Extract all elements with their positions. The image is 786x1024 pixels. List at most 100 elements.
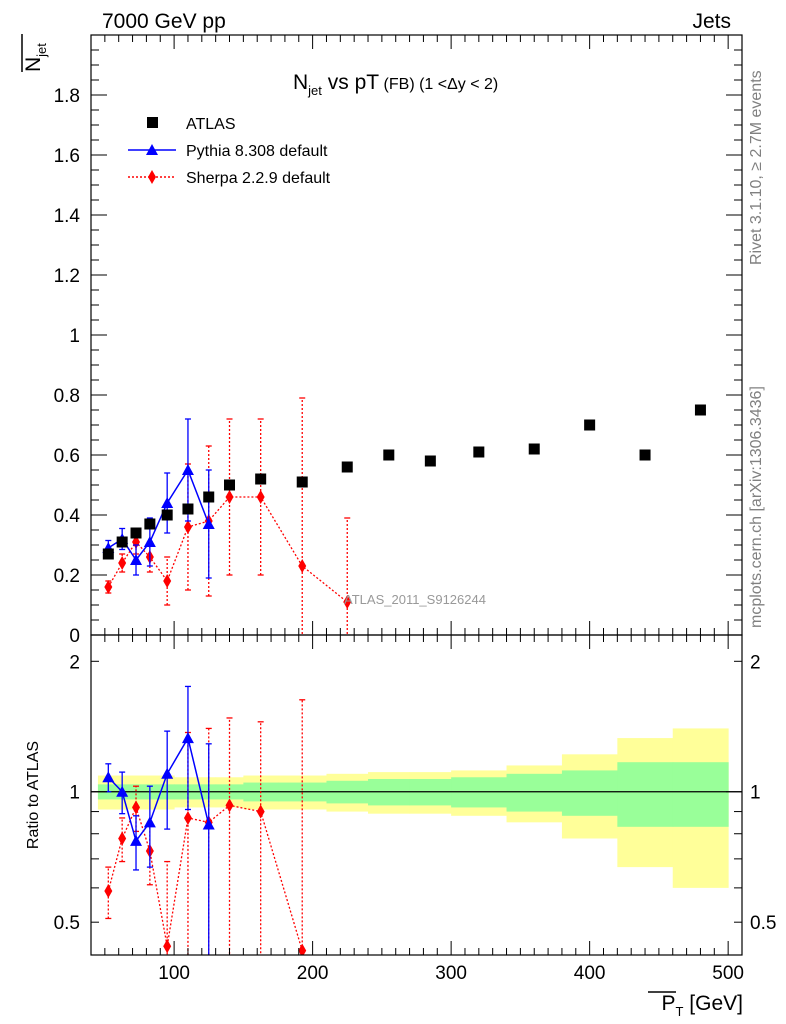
main-y-tick-label: 0.4: [54, 506, 81, 527]
pythia-ratio-point: [102, 771, 115, 783]
sherpa-ratio-point: [104, 884, 113, 899]
atlas-point: [341, 461, 353, 473]
x-axis-label: PT [GeV]: [648, 991, 744, 1019]
main-y-tick-label: 1.2: [54, 266, 80, 287]
main-y-tick-label: 0.2: [54, 566, 80, 587]
sherpa-point: [118, 556, 127, 570]
ratio-y-tick-label-right: 2: [750, 652, 761, 673]
title-rapidity-bin: (FB) (1 <Δy < 2): [379, 76, 498, 93]
ylabel-jet-subscript: jet: [34, 43, 49, 58]
atlas-point: [161, 509, 173, 521]
ratio-y-tick-label-left: 2: [69, 652, 80, 673]
main-y-tick-label: 0: [69, 626, 80, 647]
x-tick-label: 500: [712, 963, 744, 984]
sherpa-point: [163, 574, 172, 588]
atlas-point: [203, 491, 215, 503]
sherpa-point: [104, 580, 113, 594]
sherpa-point: [183, 520, 192, 534]
main-y-tick-label: 1.4: [54, 206, 81, 227]
atlas-point: [116, 536, 128, 548]
analysis-watermark: ATLAS_2011_S9126244: [344, 592, 486, 607]
legend-marker-sherpa: [148, 170, 156, 184]
x-tick-label: 300: [435, 963, 467, 984]
main-y-tick-label: 1.6: [54, 146, 80, 167]
sherpa-ratio-point: [118, 831, 127, 846]
stat-uncertainty-band: [672, 762, 729, 827]
stat-uncertainty-band: [506, 773, 563, 812]
ratio-y-tick-label-right: 1: [750, 783, 761, 804]
pythia-ratio-point: [161, 767, 174, 779]
legend-label-atlas: ATLAS: [186, 116, 236, 133]
ylabel-n: N: [22, 57, 45, 72]
xlabel-t-subscript: T: [676, 1004, 684, 1019]
atlas-point: [424, 455, 436, 467]
sherpa-point: [298, 559, 307, 573]
main-y-tick-label: 1.8: [54, 86, 80, 107]
x-tick-label: 400: [574, 963, 606, 984]
atlas-point: [584, 419, 596, 431]
main-panel: 0 0.2 0.4 0.6 0.8 1 1.2 1.4 1.6 1.8 Njet vs pT (F…: [21, 34, 743, 647]
pythia-point: [202, 518, 215, 529]
pythia-ratio-point: [181, 732, 194, 744]
main-plot-title: Njet vs pT (FB) (1 <Δy < 2): [293, 71, 498, 98]
xlabel-unit: [GeV]: [683, 992, 743, 1015]
ratio-y-tick-label-left: 1: [69, 783, 80, 804]
pythia-point: [143, 536, 156, 547]
atlas-point: [182, 503, 194, 515]
ratio-y-tick-label-right: 0.5: [750, 913, 776, 934]
atlas-point: [255, 473, 267, 485]
pythia-ratio-point: [143, 816, 156, 828]
main-y-tick-label: 1: [69, 326, 80, 347]
stat-uncertainty-band: [451, 777, 508, 808]
sherpa-ratio-point: [132, 800, 141, 815]
rivet-version-label: Rivet 3.1.10, ≥ 2.7M events: [748, 70, 765, 265]
main-y-tick-label: 0.6: [54, 446, 80, 467]
y-axis-label: Njet: [21, 34, 49, 72]
pythia-ratio-point: [130, 834, 143, 846]
atlas-point: [383, 449, 395, 461]
atlas-point: [694, 404, 706, 416]
ratio-y-tick-label-left: 0.5: [54, 913, 80, 934]
sherpa-point: [225, 490, 234, 504]
pythia-ratio-point: [202, 818, 215, 830]
atlas-point: [473, 446, 485, 458]
legend-label-sherpa: Sherpa 2.2.9 default: [186, 170, 331, 187]
legend-marker-atlas: [147, 117, 158, 128]
sherpa-ratio-line: [107, 804, 303, 951]
ratio-panel: 100 200 300 400 500 0.5 0.5 1 1 2 2 Ratio to ATLAS…: [25, 634, 776, 1019]
atlas-point: [144, 518, 156, 530]
header-energy-label: 7000 GeV pp: [102, 10, 226, 33]
main-y-tick-label: 0.8: [54, 386, 80, 407]
sherpa-point: [343, 595, 352, 609]
atlas-point: [639, 449, 651, 461]
mcplots-credit-label: mcplots.cern.ch [arXiv:1306.3436]: [748, 386, 765, 628]
sherpa-ratio-point: [183, 810, 192, 825]
x-tick-label: 100: [158, 963, 190, 984]
pythia-ratio-point: [116, 785, 129, 797]
atlas-point: [224, 479, 236, 491]
sherpa-ratio-point: [256, 804, 265, 819]
pythia-point: [181, 464, 194, 475]
legend-marker-pythia: [146, 144, 158, 155]
stat-uncertainty-band: [617, 762, 674, 827]
legend: ATLAS Pythia 8.308 default Sherpa 2.2.9 …: [128, 116, 331, 187]
ratio-frame: [90, 634, 743, 956]
stat-uncertainty-band: [561, 770, 618, 816]
pythia-point: [130, 554, 143, 565]
atlas-point: [296, 476, 308, 488]
ratio-y-axis-label: Ratio to ATLAS: [25, 741, 42, 849]
legend-label-pythia: Pythia 8.308 default: [186, 143, 328, 160]
atlas-point: [102, 548, 114, 560]
sherpa-ratio-point: [163, 939, 172, 954]
title-jet-subscript: jet: [307, 83, 322, 98]
sherpa-ratio-point: [225, 798, 234, 813]
sherpa-point: [256, 490, 265, 504]
title-n: N: [293, 71, 308, 94]
svg-text:PT [GeV]: PT [GeV]: [662, 992, 744, 1019]
sherpa-ratio-point: [298, 943, 307, 955]
atlas-point: [130, 527, 142, 539]
atlas-point: [528, 443, 540, 455]
pythia-point: [161, 497, 174, 508]
xlabel-p: P: [662, 992, 676, 1015]
